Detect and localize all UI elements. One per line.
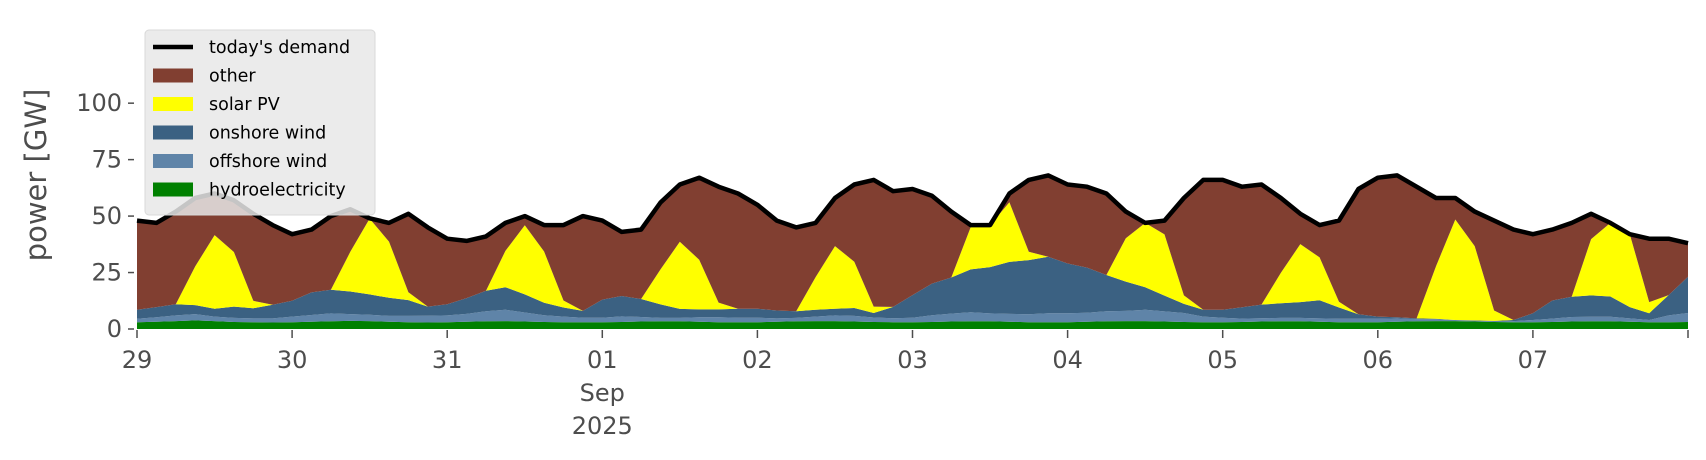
x-tick-label: 30 (277, 346, 308, 374)
legend-swatch-onshore-wind (153, 125, 193, 140)
y-tick-label: 0 (107, 315, 122, 343)
y-tick-label: 75 (91, 146, 122, 174)
legend-label-today-s-demand: today's demand (209, 38, 350, 58)
x-tick-label: 03 (897, 346, 928, 374)
x-tick-label: 29 (122, 346, 153, 374)
x-tick-sublabel-year: 2025 (572, 412, 633, 440)
area-onshore-wind (137, 256, 1688, 322)
area-hydroelectricity (137, 320, 1688, 329)
x-tick-label: 05 (1207, 346, 1238, 374)
y-tick-label: 25 (91, 259, 122, 287)
legend-label-offshore-wind: offshore wind (209, 152, 327, 172)
legend-label-onshore-wind: onshore wind (209, 124, 326, 144)
x-tick-label: 07 (1518, 346, 1549, 374)
stacked-area-group (137, 175, 1688, 329)
legend-label-other: other (209, 67, 256, 87)
x-axis: 29 30 31 01 Sep 2025 02 03 04 05 06 07 (122, 330, 1689, 440)
legend: today's demand other solar PV onshore wind o… (144, 29, 376, 216)
series-line-todays-demand (136, 173, 1689, 246)
y-tick-label: 50 (91, 202, 122, 230)
x-tick-label: 01 (587, 346, 618, 374)
x-tick-sublabel-month: Sep (580, 379, 625, 407)
area-other (137, 175, 1688, 320)
legend-label-hydroelectricity: hydroelectricity (209, 181, 346, 201)
legend-swatch-other (153, 68, 193, 83)
legend-box (144, 29, 376, 216)
area-offshore-wind (137, 309, 1688, 323)
y-tick-label: 100 (76, 89, 122, 117)
legend-label-solar-pv: solar PV (209, 95, 280, 115)
x-tick-label: 06 (1363, 346, 1394, 374)
legend-swatch-solar-pv (153, 97, 193, 111)
area-solar-pv (137, 202, 1688, 321)
legend-swatch-hydroelectricity (153, 182, 193, 197)
y-axis: 0 25 50 75 100 (76, 89, 134, 343)
y-axis-label: power [GW] (19, 89, 53, 262)
legend-swatch-offshore-wind (153, 154, 193, 168)
x-tick-label: 31 (432, 346, 463, 374)
x-tick-label: 04 (1052, 346, 1083, 374)
x-tick-label: 02 (742, 346, 773, 374)
